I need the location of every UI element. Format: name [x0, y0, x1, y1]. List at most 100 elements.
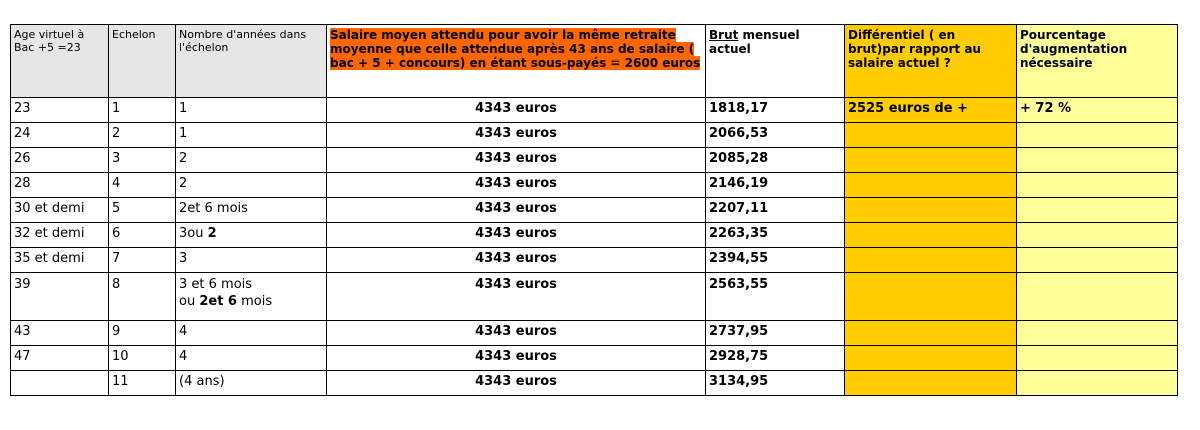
cell-pct [1016, 247, 1178, 273]
cell-age: 39 [10, 272, 109, 321]
cell-pct [1016, 172, 1178, 198]
cell-echelon: 6 [108, 222, 176, 248]
cell-pct [1016, 147, 1178, 173]
cell-years: 2 [175, 172, 327, 198]
cell-diff [844, 247, 1017, 273]
table-row: 43 9 4 4343 euros 2737,95 [10, 320, 1178, 346]
cell-years-bold-part: 2et 6 [199, 294, 237, 309]
table-row: 24 2 1 4343 euros 2066,53 [10, 122, 1178, 148]
cell-echelon: 3 [108, 147, 176, 173]
table-row: 11 (4 ans) 4343 euros 3134,95 [10, 370, 1178, 396]
cell-years: 2et 6 mois [175, 197, 327, 223]
cell-diff [844, 147, 1017, 173]
cell-brut: 2207,11 [705, 197, 845, 223]
cell-pct [1016, 197, 1178, 223]
cell-years-part: mois [236, 294, 273, 309]
table-row: 26 3 2 4343 euros 2085,28 [10, 147, 1178, 173]
cell-age: 24 [10, 122, 109, 148]
cell-diff [844, 197, 1017, 223]
cell-age [10, 370, 109, 396]
cell-salaire: 4343 euros [326, 320, 706, 346]
cell-years: 1 [175, 97, 327, 123]
cell-salaire: 4343 euros [326, 172, 706, 198]
cell-brut: 2146,19 [705, 172, 845, 198]
cell-pct [1016, 222, 1178, 248]
cell-diff [844, 122, 1017, 148]
cell-salaire: 4343 euros [326, 97, 706, 123]
cell-years: 2 [175, 147, 327, 173]
cell-diff [844, 172, 1017, 198]
cell-salaire: 4343 euros [326, 272, 706, 321]
cell-age: 32 et demi [10, 222, 109, 248]
cell-brut: 2737,95 [705, 320, 845, 346]
cell-years: (4 ans) [175, 370, 327, 396]
cell-years: 3 [175, 247, 327, 273]
cell-salaire: 4343 euros [326, 370, 706, 396]
salary-table: Age virtuel à Bac +5 =23 Echelon Nombre … [10, 24, 1178, 396]
cell-diff [844, 272, 1017, 321]
cell-brut: 3134,95 [705, 370, 845, 396]
header-brut: Brut mensuel actuel [705, 24, 845, 98]
header-echelon: Echelon [108, 24, 176, 98]
table-row: 47 10 4 4343 euros 2928,75 [10, 345, 1178, 371]
cell-pct [1016, 122, 1178, 148]
header-brut-rest: mensuel actuel [709, 28, 800, 56]
header-salaire-highlight: Salaire moyen attendu pour avoir la même… [330, 28, 701, 70]
cell-years: 1 [175, 122, 327, 148]
document-page: Age virtuel à Bac +5 =23 Echelon Nombre … [10, 24, 1178, 396]
header-salaire: Salaire moyen attendu pour avoir la même… [326, 24, 706, 98]
table-row: 39 8 3 et 6 mois ou 2et 6 mois 4343 euros… [10, 272, 1178, 321]
cell-age: 43 [10, 320, 109, 346]
cell-echelon: 1 [108, 97, 176, 123]
cell-salaire: 4343 euros [326, 197, 706, 223]
cell-years: 3ou 2 [175, 222, 327, 248]
header-row: Age virtuel à Bac +5 =23 Echelon Nombre … [10, 24, 1178, 98]
cell-diff [844, 345, 1017, 371]
table-row: 35 et demi 7 3 4343 euros 2394,55 [10, 247, 1178, 273]
cell-years: 3 et 6 mois ou 2et 6 mois [175, 272, 327, 321]
cell-salaire: 4343 euros [326, 222, 706, 248]
table-row: 30 et demi 5 2et 6 mois 4343 euros 2207,… [10, 197, 1178, 223]
header-diff: Différentiel ( en brut)par rapport au sa… [844, 24, 1017, 98]
cell-diff [844, 370, 1017, 396]
cell-years-bold-part: 2 [207, 226, 217, 241]
cell-brut: 2263,35 [705, 222, 845, 248]
cell-salaire: 4343 euros [326, 247, 706, 273]
cell-echelon: 11 [108, 370, 176, 396]
cell-years: 4 [175, 345, 327, 371]
cell-years-line1: 3 et 6 mois [179, 277, 253, 292]
cell-echelon: 4 [108, 172, 176, 198]
cell-brut: 2563,55 [705, 272, 845, 321]
cell-age: 28 [10, 172, 109, 198]
cell-brut: 2085,28 [705, 147, 845, 173]
cell-pct: + 72 % [1016, 97, 1178, 123]
cell-echelon: 7 [108, 247, 176, 273]
table-row: 32 et demi 6 3ou 2 4343 euros 2263,35 [10, 222, 1178, 248]
cell-age: 35 et demi [10, 247, 109, 273]
cell-pct [1016, 370, 1178, 396]
header-pct: Pourcentage d'augmentation nécessaire [1016, 24, 1178, 98]
header-age: Age virtuel à Bac +5 =23 [10, 24, 109, 98]
cell-years: 4 [175, 320, 327, 346]
cell-echelon: 5 [108, 197, 176, 223]
cell-brut: 2066,53 [705, 122, 845, 148]
table-row: 23 1 1 4343 euros 1818,17 2525 euros de … [10, 97, 1178, 123]
cell-salaire: 4343 euros [326, 147, 706, 173]
cell-age: 26 [10, 147, 109, 173]
header-years: Nombre d'années dans l'échelon [175, 24, 327, 98]
cell-pct [1016, 320, 1178, 346]
cell-diff [844, 222, 1017, 248]
cell-echelon: 8 [108, 272, 176, 321]
cell-brut: 2394,55 [705, 247, 845, 273]
cell-pct [1016, 272, 1178, 321]
table-row: 28 4 2 4343 euros 2146,19 [10, 172, 1178, 198]
cell-pct [1016, 345, 1178, 371]
cell-years-part: 3ou [179, 226, 208, 241]
cell-age: 30 et demi [10, 197, 109, 223]
cell-brut: 2928,75 [705, 345, 845, 371]
cell-age: 23 [10, 97, 109, 123]
cell-echelon: 2 [108, 122, 176, 148]
cell-salaire: 4343 euros [326, 345, 706, 371]
cell-age: 47 [10, 345, 109, 371]
cell-years-line2: ou 2et 6 mois [179, 293, 323, 310]
